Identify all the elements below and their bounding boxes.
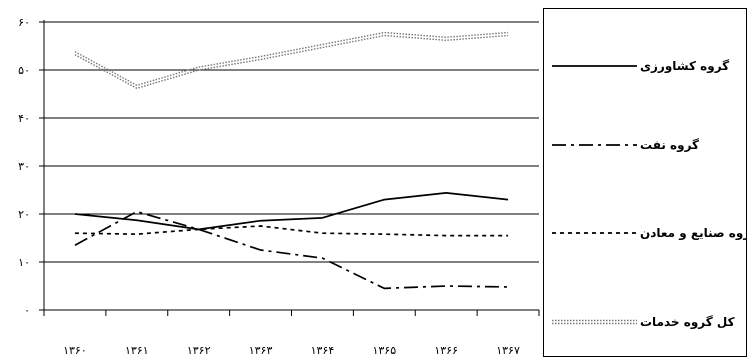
series-path	[74, 192, 509, 231]
y-tick-label: ۴۰	[18, 112, 30, 125]
series-line	[74, 192, 509, 231]
y-tick-label: ۳۰	[18, 160, 30, 173]
x-tick-label: ۱۳۶۰	[63, 344, 87, 357]
x-tick-label: ۱۳۶۱	[125, 344, 149, 357]
x-tick-label: ۱۳۶۵	[372, 344, 396, 357]
grid-lines	[44, 21, 539, 263]
legend-label: گروه صنایع و معادن	[640, 226, 746, 241]
series-path	[74, 34, 509, 90]
series-path	[74, 225, 509, 237]
axes	[39, 20, 540, 316]
x-tick-label: ۱۳۶۳	[249, 344, 273, 357]
y-tick-label: ۵۰	[18, 64, 30, 77]
x-tick-labels: ۱۳۶۰ ۱۳۶۱ ۱۳۶۲ ۱۳۶۳ ۱۳۶۴ ۱۳۶۵ ۱۳۶۶ ۱۳۶۷	[63, 344, 520, 357]
legend-item: کل گروه خدمات	[552, 315, 735, 330]
x-tick-label: ۱۳۶۶	[434, 344, 458, 357]
legend-item: گروه صنایع و معادن	[552, 226, 752, 241]
series-line	[74, 31, 509, 90]
x-tick-label: ۱۳۶۴	[311, 344, 335, 357]
series-line	[74, 210, 509, 290]
series-path	[74, 210, 509, 290]
legend-label: گروه کشاورزی	[640, 59, 729, 74]
y-tick-label: ۲۰	[18, 208, 30, 221]
y-tick-label: ۶۰	[18, 16, 30, 29]
legend-item: گروه کشاورزی	[552, 59, 729, 74]
x-tick-label: ۱۳۶۷	[496, 344, 520, 357]
y-tick-label: ۰	[24, 304, 30, 317]
y-tick-label: ۱۰	[18, 256, 30, 269]
x-tick-label: ۱۳۶۲	[187, 344, 211, 357]
series-line	[74, 225, 509, 237]
legend: گروه کشاورزی گروه نفت گروه صنایع و معادن کل…	[543, 8, 752, 357]
legend-label: گروه نفت	[640, 138, 699, 153]
series-path	[74, 31, 509, 87]
series-lines	[74, 31, 509, 290]
y-tick-labels: ۰ ۱۰ ۲۰ ۳۰ ۴۰ ۵۰ ۶۰	[18, 16, 30, 317]
legend-label: کل گروه خدمات	[640, 315, 735, 330]
legend-item: گروه نفت	[552, 138, 699, 153]
